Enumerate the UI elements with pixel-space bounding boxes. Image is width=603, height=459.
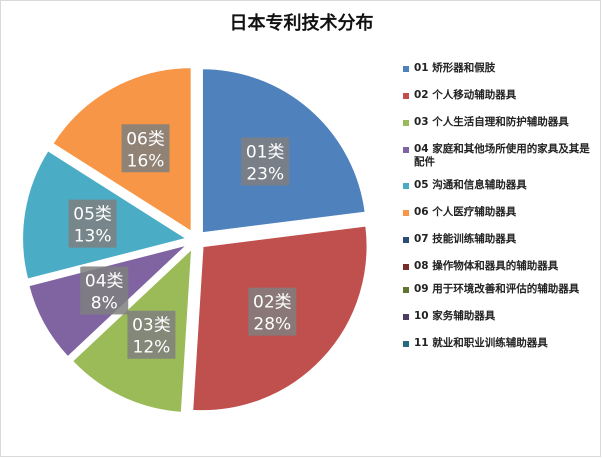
slice-category-label: 05类: [73, 205, 112, 225]
slice-value-label: 13%: [74, 227, 112, 247]
legend-swatch: [403, 210, 409, 216]
legend-label: 04 家庭和其他场所使用的家具及其是配件: [414, 143, 590, 168]
legend-swatch: [403, 264, 409, 270]
legend-swatch: [403, 341, 409, 347]
slice-value-label: 12%: [133, 338, 171, 358]
slice-value-label: 8%: [91, 293, 118, 313]
slice-category-label: 01类: [246, 142, 285, 162]
legend-item: 02 个人移动辅助器具: [403, 89, 599, 102]
legend-label: 02 个人移动辅助器具: [414, 89, 517, 101]
legend-label: 09 用于环境改善和评估的辅助器具: [414, 283, 580, 295]
slice-label-box: [127, 310, 176, 359]
legend-label: 05 沟通和信息辅助器具: [414, 179, 527, 191]
legend-item: 11 就业和职业训练辅助器具: [403, 337, 599, 350]
slice-category-label: 03类: [132, 316, 171, 336]
legend-label: 07 技能训练辅助器具: [414, 233, 517, 245]
legend-swatch: [403, 93, 409, 99]
legend-item: 09 用于环境改善和评估的辅助器具: [403, 283, 599, 296]
legend-item: 04 家庭和其他场所使用的家具及其是配件: [403, 143, 599, 169]
slice-label-box: [241, 137, 290, 186]
chart-title: 日本专利技术分布: [229, 13, 374, 34]
legend-label: 10 家务辅助器具: [414, 310, 496, 322]
legend-item: 07 技能训练辅助器具: [403, 233, 599, 246]
legend-swatch: [403, 287, 409, 293]
slice-value-label: 16%: [127, 151, 165, 171]
legend-swatch: [403, 314, 409, 320]
slice-category-label: 02类: [253, 293, 292, 313]
slice-category-label: 04类: [85, 271, 124, 291]
legend-item: 10 家务辅助器具: [403, 310, 599, 323]
legend-label: 01 矫形器和假肢: [414, 62, 496, 74]
legend-label: 06 个人医疗辅助器具: [414, 206, 517, 218]
slice-label-box: [121, 124, 170, 173]
legend-swatch: [403, 237, 409, 243]
legend-label: 11 就业和职业训练辅助器具: [414, 337, 548, 349]
legend-item: 03 个人生活自理和防护辅助器具: [403, 116, 599, 129]
legend-item: 08 操作物体和器具的辅助器具: [403, 260, 599, 273]
slice-label-box: [248, 287, 297, 336]
legend-swatch: [403, 66, 409, 72]
legend: 01 矫形器和假肢 02 个人移动辅助器具 03 个人生活自理和防护辅助器具 04 家…: [403, 62, 599, 350]
slice-label-box: [68, 199, 117, 248]
legend-swatch: [403, 183, 409, 189]
slice-label-box: [80, 266, 129, 315]
legend-item: 01 矫形器和假肢: [403, 62, 599, 75]
slice-value-label: 23%: [246, 164, 284, 184]
legend-swatch: [403, 147, 409, 153]
legend-label: 03 个人生活自理和防护辅助器具: [414, 116, 569, 128]
slice-value-label: 28%: [253, 315, 291, 335]
legend-swatch: [403, 120, 409, 126]
legend-item: 05 沟通和信息辅助器具: [403, 179, 599, 192]
slice-category-label: 06类: [126, 129, 165, 149]
legend-item: 06 个人医疗辅助器具: [403, 206, 599, 219]
legend-label: 08 操作物体和器具的辅助器具: [414, 260, 559, 272]
